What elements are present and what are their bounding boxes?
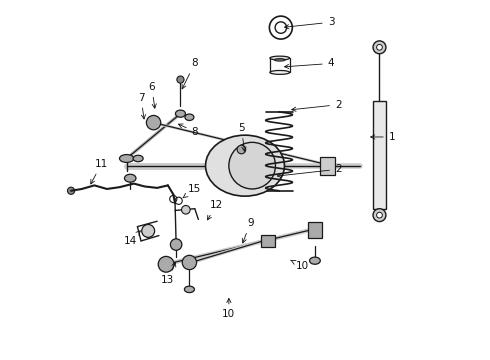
Circle shape <box>229 142 275 189</box>
Text: 10: 10 <box>222 298 235 319</box>
Text: 8: 8 <box>182 58 198 89</box>
Text: 2: 2 <box>292 100 342 111</box>
Text: 4: 4 <box>285 58 334 68</box>
Ellipse shape <box>270 71 290 75</box>
Ellipse shape <box>124 174 136 182</box>
Text: 5: 5 <box>238 123 246 151</box>
Text: 2: 2 <box>277 164 342 177</box>
Text: 9: 9 <box>242 218 254 243</box>
Circle shape <box>373 209 386 222</box>
Text: 11: 11 <box>91 159 108 184</box>
Bar <box>320 157 335 175</box>
Bar <box>373 101 386 209</box>
Ellipse shape <box>133 155 143 162</box>
Ellipse shape <box>270 56 290 60</box>
Ellipse shape <box>205 135 285 196</box>
Text: 12: 12 <box>207 200 223 220</box>
Circle shape <box>142 225 155 237</box>
Text: 1: 1 <box>370 132 395 142</box>
Ellipse shape <box>175 110 186 117</box>
Circle shape <box>373 41 386 54</box>
Circle shape <box>68 187 74 194</box>
Circle shape <box>177 76 184 83</box>
Circle shape <box>181 206 190 214</box>
Text: 3: 3 <box>285 17 334 29</box>
Circle shape <box>147 116 161 130</box>
Bar <box>261 234 275 247</box>
Ellipse shape <box>310 257 320 264</box>
Text: 7: 7 <box>138 93 146 119</box>
Text: 14: 14 <box>123 231 140 246</box>
Circle shape <box>377 44 382 50</box>
Text: 15: 15 <box>183 184 201 198</box>
Ellipse shape <box>120 154 134 162</box>
Circle shape <box>377 212 382 218</box>
Circle shape <box>237 145 245 154</box>
Ellipse shape <box>185 114 194 121</box>
Ellipse shape <box>184 286 195 293</box>
Circle shape <box>171 239 182 250</box>
Text: 8: 8 <box>178 124 198 136</box>
Text: 10: 10 <box>291 260 309 271</box>
Circle shape <box>158 256 174 272</box>
Text: 13: 13 <box>161 262 176 285</box>
Bar <box>308 222 322 238</box>
Text: 6: 6 <box>148 82 156 108</box>
Circle shape <box>182 255 196 270</box>
